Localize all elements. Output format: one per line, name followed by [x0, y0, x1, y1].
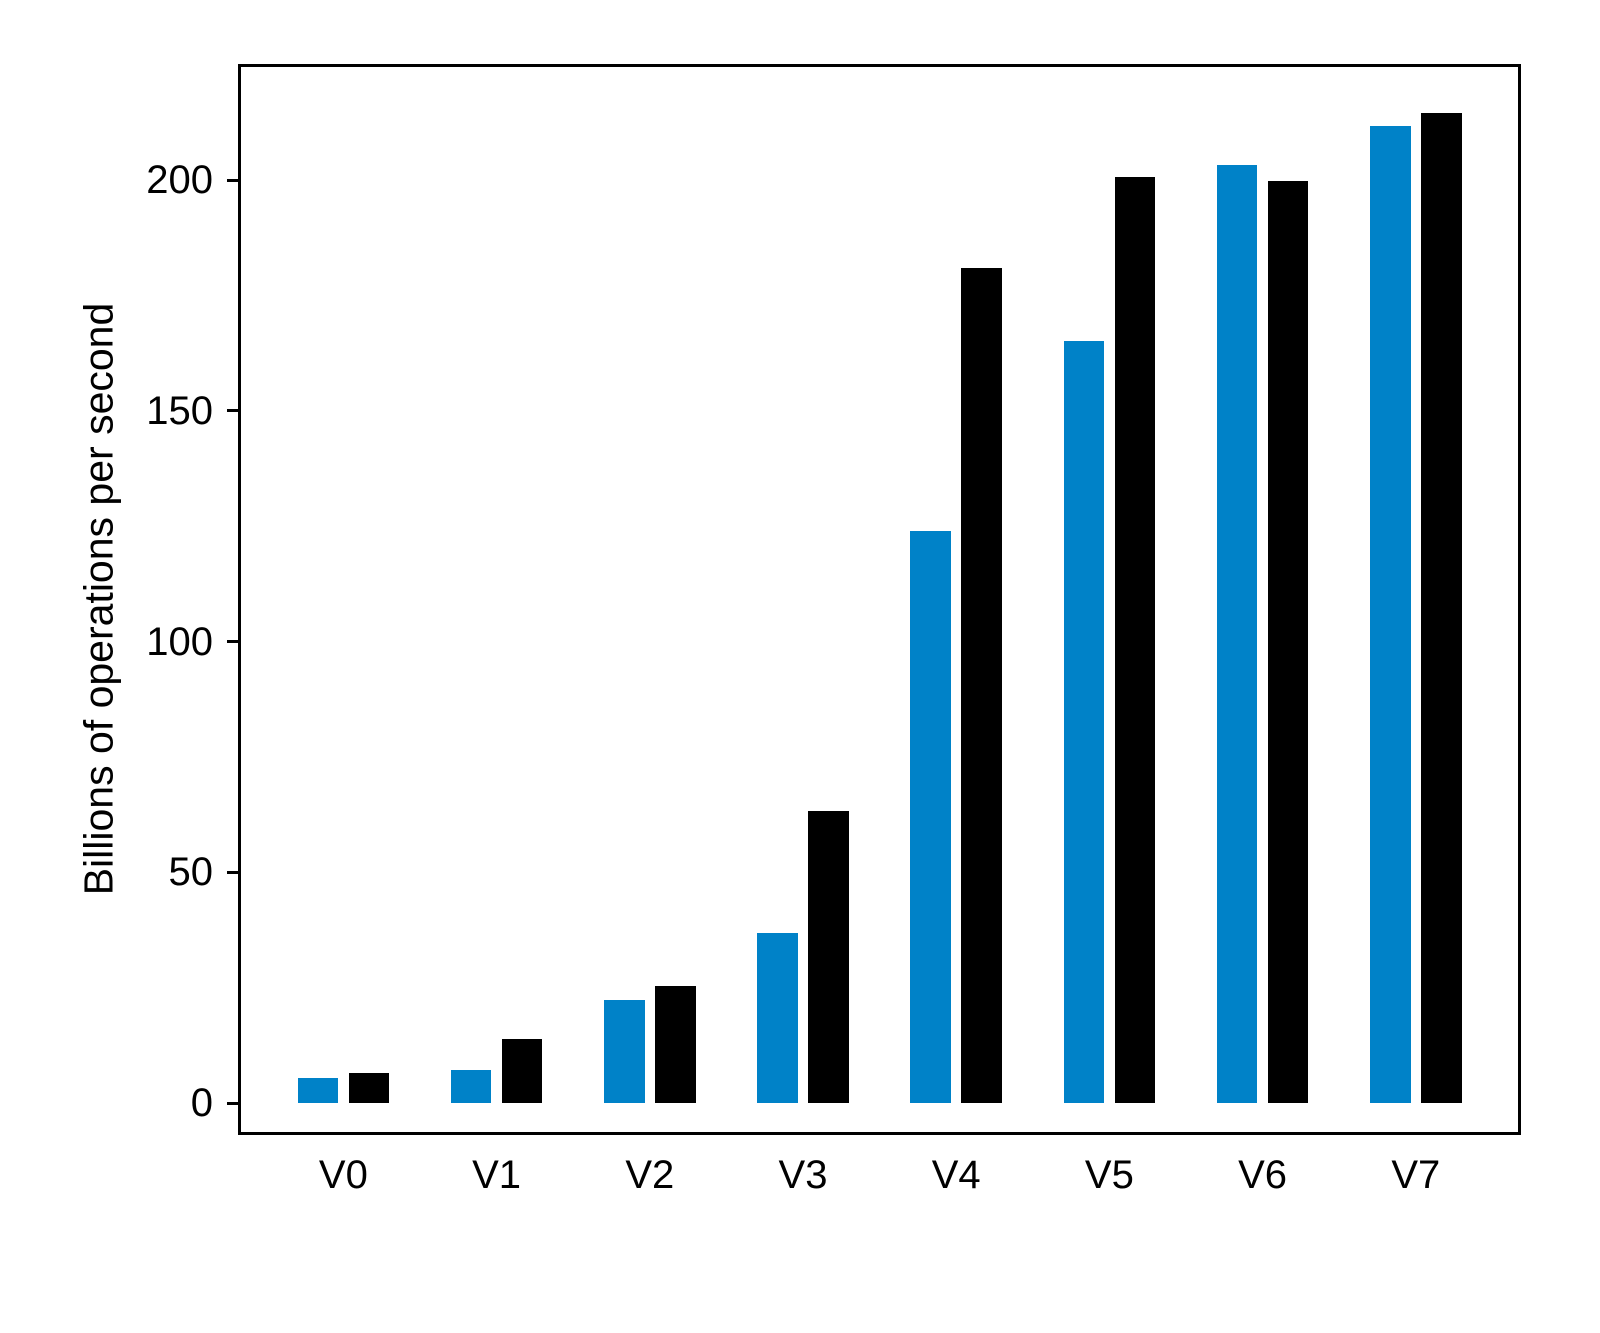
x-tick-label-v6: V6	[1238, 1153, 1288, 1197]
bar-v7-blue	[1370, 126, 1411, 1103]
bar-v3-blue	[757, 932, 798, 1103]
x-tick-label-v4: V4	[931, 1153, 981, 1197]
x-tick-label-v5: V5	[1084, 1153, 1134, 1197]
bar-v6-black	[1267, 181, 1309, 1103]
bar-v4-black	[961, 267, 1002, 1103]
bar-v1-black	[501, 1038, 543, 1103]
bar-v4-blue	[910, 531, 951, 1103]
bar-v5-blue	[1063, 341, 1105, 1103]
bar-v5-black	[1114, 177, 1156, 1103]
x-tick-label-v3: V3	[778, 1153, 828, 1197]
bar-v6-blue	[1216, 165, 1258, 1103]
y-tick-label-150: 150	[146, 388, 213, 433]
bar-v7-black	[1421, 113, 1462, 1103]
y-tick-label-100: 100	[146, 619, 213, 664]
x-tick-label-v2: V2	[625, 1153, 675, 1197]
y-tick-label-50: 50	[168, 850, 214, 895]
y-tick-mark-150	[227, 409, 240, 413]
x-tick-label-v7: V7	[1391, 1153, 1441, 1197]
y-tick-mark-200	[227, 178, 240, 182]
x-tick-label-v0: V0	[318, 1153, 368, 1197]
x-tick-label-v1: V1	[472, 1153, 522, 1197]
y-tick-mark-100	[227, 640, 240, 644]
bar-v0-black	[348, 1073, 390, 1103]
y-tick-mark-50	[227, 870, 240, 874]
y-tick-label-0: 0	[190, 1081, 213, 1125]
plot-border	[238, 64, 1521, 1135]
y-tick-label-200: 200	[146, 158, 213, 203]
y-tick-mark-0	[227, 1101, 240, 1105]
bar-v2-black	[655, 985, 696, 1103]
bar-v2-blue	[604, 1000, 645, 1103]
bar-v1-blue	[450, 1069, 492, 1103]
bar-v3-black	[808, 810, 849, 1103]
bar-v0-blue	[297, 1078, 339, 1103]
